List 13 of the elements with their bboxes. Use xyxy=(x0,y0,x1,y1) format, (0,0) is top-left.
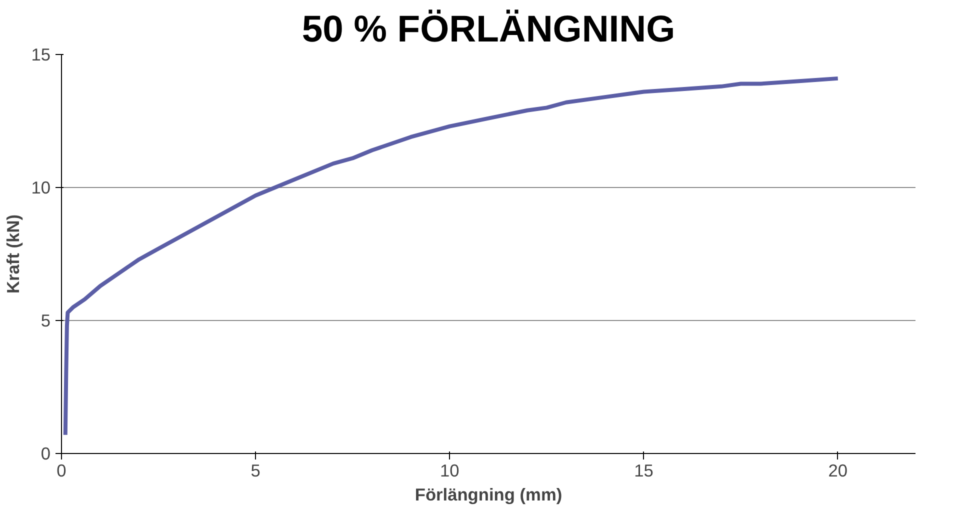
y-tick-label: 10 xyxy=(31,178,51,198)
x-tick-label: 20 xyxy=(828,460,848,480)
chart-title: 50 % FÖRLÄNGNING xyxy=(302,8,676,50)
x-tick-label: 5 xyxy=(250,460,260,480)
x-tick-label: 15 xyxy=(634,460,654,480)
line-series xyxy=(63,76,840,437)
y-tick-label: 15 xyxy=(31,44,51,64)
y-tick-label: 5 xyxy=(40,310,51,330)
y-tick-label: 0 xyxy=(40,444,51,464)
x-tick-label: 10 xyxy=(440,460,460,480)
x-tick-label: 0 xyxy=(56,460,66,480)
x-axis-title: Förlängning (mm) xyxy=(414,484,562,504)
y-axis-title: Kraft (kN) xyxy=(3,214,24,294)
